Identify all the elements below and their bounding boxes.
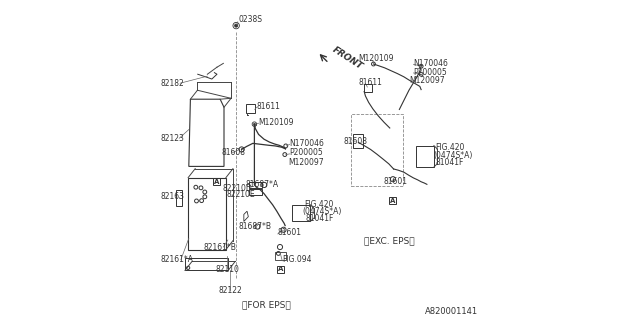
Text: FIG.420: FIG.420 bbox=[435, 143, 465, 152]
Bar bbox=[275, 252, 286, 260]
Text: 82182: 82182 bbox=[161, 79, 185, 88]
Bar bbox=[351, 114, 403, 186]
Bar bbox=[416, 146, 434, 167]
Text: M120109: M120109 bbox=[358, 54, 393, 63]
Text: (0474S*A): (0474S*A) bbox=[433, 151, 473, 160]
Circle shape bbox=[235, 24, 238, 27]
Text: 81687*B: 81687*B bbox=[239, 222, 271, 231]
Bar bbox=[364, 84, 372, 92]
Text: A: A bbox=[390, 198, 396, 204]
Text: FRONT: FRONT bbox=[330, 45, 364, 71]
Text: 82110: 82110 bbox=[216, 265, 240, 274]
Text: 81601: 81601 bbox=[278, 228, 302, 237]
Text: 81608: 81608 bbox=[222, 148, 246, 157]
Text: 82123: 82123 bbox=[161, 134, 185, 143]
Text: 〈FOR EPS〉: 〈FOR EPS〉 bbox=[242, 300, 291, 309]
Text: 82161*B: 82161*B bbox=[204, 243, 236, 252]
Bar bbox=[185, 258, 228, 270]
Text: M120097: M120097 bbox=[409, 76, 445, 85]
Text: N170046: N170046 bbox=[413, 59, 448, 68]
Bar bbox=[249, 182, 262, 188]
Text: 81687*A: 81687*A bbox=[245, 180, 278, 189]
Text: 81611: 81611 bbox=[358, 78, 382, 87]
Text: A820001141: A820001141 bbox=[425, 308, 479, 316]
Text: A: A bbox=[278, 267, 284, 272]
Text: 82163: 82163 bbox=[161, 192, 185, 201]
Text: (0474S*A): (0474S*A) bbox=[303, 207, 342, 216]
Text: 82210E: 82210E bbox=[227, 190, 255, 199]
Text: 〈EXC. EPS〉: 〈EXC. EPS〉 bbox=[364, 236, 415, 245]
Bar bbox=[212, 178, 220, 185]
Bar bbox=[176, 190, 182, 206]
Text: 81041F: 81041F bbox=[435, 158, 463, 167]
Bar bbox=[353, 134, 364, 148]
Text: 82161*A: 82161*A bbox=[161, 255, 194, 264]
Bar bbox=[278, 266, 285, 273]
Text: A: A bbox=[214, 179, 219, 185]
Text: 81608: 81608 bbox=[343, 137, 367, 146]
Text: 82210D: 82210D bbox=[223, 184, 252, 193]
Bar bbox=[246, 104, 255, 113]
Text: 81601: 81601 bbox=[383, 177, 408, 186]
Text: P200005: P200005 bbox=[290, 148, 323, 157]
Text: 81041F: 81041F bbox=[306, 214, 334, 223]
Text: 0238S: 0238S bbox=[239, 15, 262, 24]
Bar bbox=[249, 189, 262, 195]
Text: M120109: M120109 bbox=[259, 118, 294, 127]
Bar bbox=[389, 197, 397, 204]
Text: 82122: 82122 bbox=[219, 286, 243, 295]
Text: M120097: M120097 bbox=[288, 158, 324, 167]
Bar bbox=[188, 178, 226, 250]
Text: FIG.420: FIG.420 bbox=[305, 200, 334, 209]
Text: P200005: P200005 bbox=[413, 68, 447, 76]
Text: N170046: N170046 bbox=[290, 139, 324, 148]
Text: FIG.094: FIG.094 bbox=[282, 255, 312, 264]
Text: 81611: 81611 bbox=[257, 102, 280, 111]
Bar bbox=[292, 205, 310, 221]
